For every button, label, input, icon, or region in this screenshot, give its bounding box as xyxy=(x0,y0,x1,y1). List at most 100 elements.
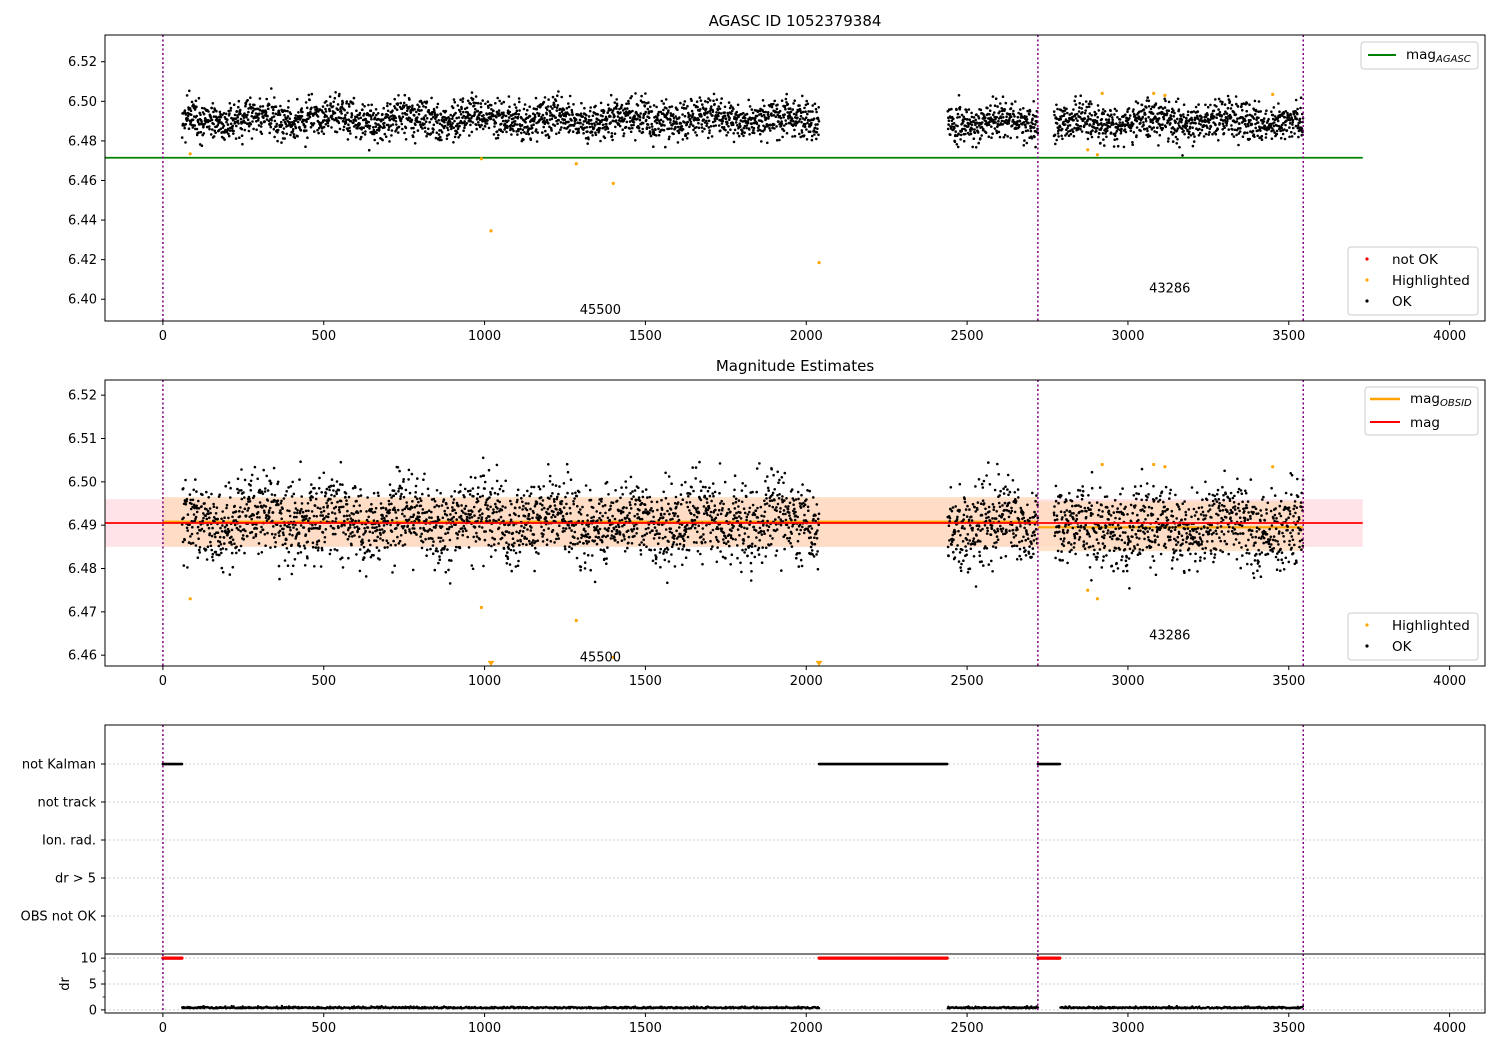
ok-point xyxy=(646,123,650,126)
ok-point xyxy=(1172,131,1176,135)
ok-point xyxy=(403,543,407,546)
ok-point xyxy=(481,456,485,460)
ok-point xyxy=(335,549,339,552)
ok-point xyxy=(189,113,193,116)
ok-point xyxy=(989,104,992,107)
ok-point xyxy=(396,102,400,105)
ok-point xyxy=(778,114,782,118)
ok-point xyxy=(520,116,523,120)
ok-point xyxy=(284,542,287,545)
ok-point xyxy=(221,570,225,574)
ok-point xyxy=(755,122,759,126)
ok-point xyxy=(800,129,804,132)
ok-point xyxy=(330,126,333,129)
ok-point xyxy=(230,535,233,539)
ok-point xyxy=(1228,100,1232,103)
ok-point xyxy=(1149,118,1152,121)
ok-point xyxy=(196,532,199,535)
ok-point xyxy=(1286,111,1289,115)
ok-point xyxy=(637,126,641,129)
ok-point xyxy=(537,518,541,522)
legend-marker-ok xyxy=(1365,299,1369,303)
ok-point xyxy=(1217,139,1220,142)
ok-point xyxy=(584,117,588,121)
ok-point xyxy=(1186,113,1190,117)
ok-point xyxy=(214,131,217,134)
ok-point xyxy=(323,536,327,539)
ok-point xyxy=(766,111,770,114)
ok-point xyxy=(211,559,215,562)
ok-point xyxy=(492,543,496,546)
ok-point xyxy=(679,101,682,105)
ok-point xyxy=(734,121,738,124)
ok-point xyxy=(259,130,263,134)
ok-point xyxy=(281,531,285,534)
ok-point xyxy=(1112,145,1116,148)
ok-point xyxy=(392,118,396,122)
ok-point xyxy=(367,148,371,152)
ok-point xyxy=(809,110,812,113)
ok-point xyxy=(328,552,332,556)
ok-point xyxy=(194,515,198,519)
ok-point xyxy=(684,107,688,110)
ok-point xyxy=(991,113,995,117)
ok-point xyxy=(763,104,766,108)
ok-point xyxy=(793,134,797,138)
ok-point xyxy=(1230,133,1234,136)
ok-point xyxy=(248,103,252,106)
ok-point xyxy=(799,109,802,112)
ok-point xyxy=(994,118,997,121)
ok-point xyxy=(969,132,973,136)
ok-point xyxy=(397,490,400,493)
ok-point xyxy=(1113,134,1117,138)
ok-point xyxy=(1131,141,1134,144)
ok-point xyxy=(460,504,463,507)
ok-point xyxy=(536,131,539,134)
ok-point xyxy=(223,516,226,519)
ok-point xyxy=(288,533,292,536)
ok-point xyxy=(190,100,194,104)
ok-point xyxy=(196,556,200,559)
ok-point xyxy=(659,118,663,122)
ok-point xyxy=(212,502,215,506)
ok-point xyxy=(813,126,817,130)
ok-point xyxy=(487,543,491,547)
ok-point xyxy=(769,129,772,132)
ok-point xyxy=(463,507,467,511)
ok-point xyxy=(965,108,968,112)
ok-point xyxy=(1140,103,1144,107)
ok-point xyxy=(549,105,553,108)
ok-point xyxy=(972,137,976,140)
ok-point xyxy=(425,100,429,103)
ok-point xyxy=(463,527,467,530)
ok-point xyxy=(283,113,286,117)
ok-point xyxy=(590,130,594,134)
ok-point xyxy=(690,109,694,113)
ok-point xyxy=(237,528,240,531)
ok-point xyxy=(406,524,410,528)
ok-point xyxy=(732,132,735,135)
ok-point xyxy=(220,566,224,570)
ok-point xyxy=(1060,134,1063,138)
ok-point xyxy=(654,128,657,131)
ok-point xyxy=(770,114,773,117)
ok-point xyxy=(231,515,234,519)
ok-point xyxy=(1108,121,1111,124)
ok-point xyxy=(578,118,582,122)
ok-point xyxy=(404,126,408,130)
ok-point xyxy=(518,109,521,112)
ok-point xyxy=(1214,132,1218,136)
ok-point xyxy=(185,94,189,97)
ok-point xyxy=(346,537,350,541)
ok-point xyxy=(390,502,393,506)
ok-point xyxy=(1105,135,1108,139)
ok-point xyxy=(624,110,628,113)
ok-point xyxy=(712,124,715,128)
ok-point xyxy=(343,116,347,119)
legend-label-mag-agasc: mag xyxy=(1406,47,1436,63)
ok-point xyxy=(1190,118,1194,121)
ok-point xyxy=(412,130,416,134)
ok-point xyxy=(225,503,229,507)
ok-point xyxy=(487,126,491,130)
ok-point xyxy=(549,540,553,543)
